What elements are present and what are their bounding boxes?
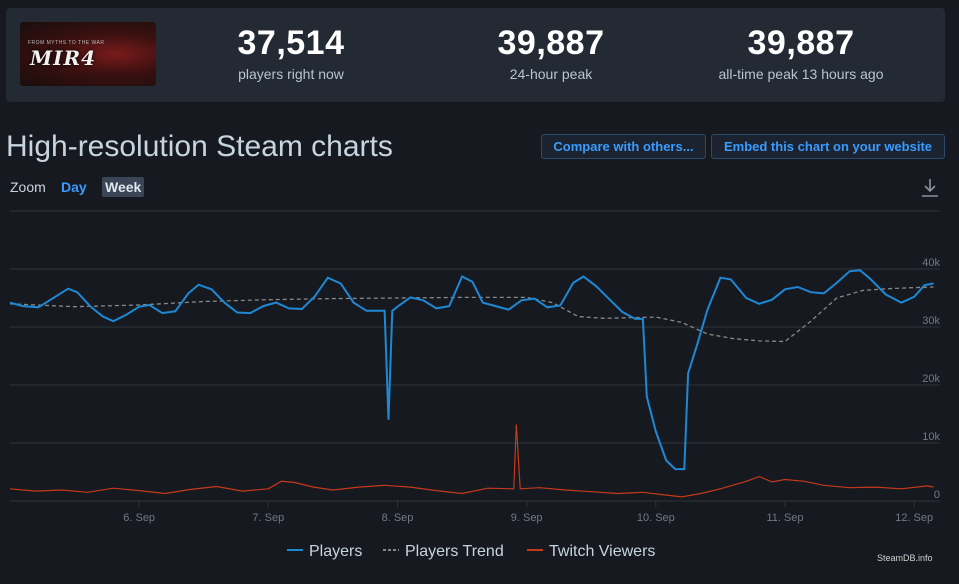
stats-bar: FROM MYTHS TO THE WAR MIR4 37,514 player… (6, 8, 945, 102)
legend-item-players-trend[interactable]: Players Trend (383, 543, 504, 561)
legend-item-twitch-viewers[interactable]: Twitch Viewers (527, 543, 655, 561)
legend-swatch-twitch (527, 548, 543, 551)
series-line-twitch-viewers (9, 424, 934, 498)
y-tick-label: 10k (922, 431, 940, 443)
compare-button[interactable]: Compare with others... (541, 134, 706, 159)
game-logo[interactable]: FROM MYTHS TO THE WAR MIR4 (20, 22, 156, 86)
y-tick-label: 0 (934, 489, 940, 501)
game-logo-text: MIR4 (30, 46, 97, 70)
x-tick-label: 9. Sep (511, 512, 543, 524)
y-axis-ticks: 0 10k 20k 30k 40k (922, 257, 940, 501)
y-tick-label: 20k (922, 373, 940, 385)
zoom-label: Zoom (10, 179, 46, 195)
stat-label: players right now (238, 66, 344, 82)
stat-label: 24-hour peak (509, 66, 593, 82)
x-tick-label: 8. Sep (382, 512, 414, 524)
y-tick-label: 30k (922, 315, 940, 327)
chart-grid (10, 210, 940, 502)
stat-value: 39,887 (747, 24, 855, 62)
legend-label: Players Trend (405, 543, 504, 560)
stat-value: 37,514 (237, 24, 345, 62)
x-tick-label: 11. Sep (766, 512, 803, 524)
x-tick-label: 7. Sep (252, 512, 284, 524)
embed-chart-button[interactable]: Embed this chart on your website (711, 134, 945, 159)
series-line-players (9, 269, 934, 471)
legend-item-players[interactable]: Players (287, 543, 362, 561)
stat-value: 39,887 (497, 24, 605, 62)
legend-swatch-players (287, 548, 303, 551)
legend-swatch-trend (383, 548, 399, 551)
x-tick-label: 12. Sep (895, 512, 933, 524)
x-tick-label: 10. Sep (637, 512, 675, 524)
x-tick-label: 6. Sep (123, 512, 155, 524)
section-title: High-resolution Steam charts (6, 130, 393, 163)
y-tick-label: 40k (922, 257, 940, 269)
stat-all-time-peak: 39,887 all-time peak 13 hours ago (706, 24, 896, 82)
chart-legend: Players Players Trend Twitch Viewers (0, 543, 959, 563)
stat-24h-peak: 39,887 24-hour peak (466, 24, 636, 82)
stat-label: all-time peak 13 hours ago (718, 66, 884, 82)
legend-label: Players (309, 543, 363, 560)
x-axis-ticks: 6. Sep 7. Sep 8. Sep 9. Sep 10. Sep 11. Sep 12… (123, 501, 933, 524)
stat-players-now: 37,514 players right now (206, 24, 376, 82)
zoom-week-button[interactable]: Week (102, 177, 145, 197)
players-chart[interactable]: 0 10k 20k 30k 40k 6. Sep 7. Sep 8. Sep 9. Sep 10… (0, 200, 959, 535)
series-line-players-trend (9, 286, 934, 343)
game-logo-subtext: FROM MYTHS TO THE WAR (28, 40, 105, 46)
zoom-day-button[interactable]: Day (61, 179, 87, 195)
legend-label: Twitch Viewers (549, 543, 656, 560)
download-icon[interactable] (920, 177, 940, 199)
steamdb-credit[interactable]: SteamDB.info (877, 553, 933, 563)
